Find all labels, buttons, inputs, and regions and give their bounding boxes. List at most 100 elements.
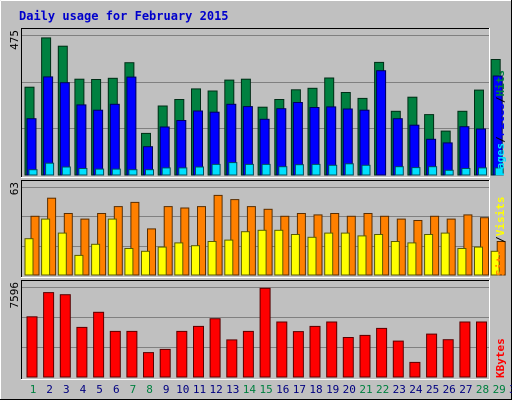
sites-bar bbox=[230, 199, 240, 276]
kbytes-bar bbox=[392, 340, 404, 378]
side-label-files: Files bbox=[494, 103, 507, 136]
pages-bar bbox=[361, 164, 371, 176]
files-bar bbox=[109, 103, 120, 176]
side-label-visits: Visits bbox=[494, 197, 507, 237]
kbytes-bar bbox=[126, 330, 138, 378]
sites-bar bbox=[80, 218, 90, 276]
visits-bar bbox=[490, 250, 500, 276]
sites-bar bbox=[480, 217, 489, 276]
files-bar bbox=[176, 120, 187, 176]
x-tick-label: 25 bbox=[426, 383, 439, 396]
sites-bar bbox=[213, 194, 223, 276]
sites-bar bbox=[180, 207, 190, 276]
visits-bar bbox=[240, 231, 250, 276]
pages-bar bbox=[228, 162, 238, 176]
side-label-separator: / bbox=[494, 236, 507, 243]
visits-bar bbox=[340, 232, 350, 276]
pages-bar bbox=[95, 168, 105, 176]
y-max-label-middle: 63 bbox=[8, 182, 21, 195]
visits-bar bbox=[440, 232, 450, 276]
x-tick-label: 2 bbox=[46, 383, 53, 396]
x-tick-label: 5 bbox=[96, 383, 103, 396]
files-bar bbox=[26, 118, 37, 176]
kbytes-bar bbox=[276, 321, 288, 378]
kbytes-bar bbox=[193, 325, 204, 378]
sites-bar bbox=[197, 206, 206, 276]
visits-bar bbox=[224, 239, 234, 276]
visits-bar bbox=[274, 229, 284, 276]
x-tick-label: 29 bbox=[493, 383, 506, 396]
visits-bar bbox=[157, 246, 167, 276]
side-label-hits: Hits bbox=[494, 70, 507, 97]
side-label-separator: / bbox=[494, 136, 507, 143]
side-label-separator: / bbox=[494, 96, 507, 103]
files-bar bbox=[292, 102, 303, 176]
visits-bar bbox=[257, 229, 267, 276]
x-tick-label: 12 bbox=[209, 383, 222, 396]
kbytes-bar bbox=[59, 294, 71, 378]
side-label-pages: Pages bbox=[494, 143, 507, 176]
x-tick-label: 15 bbox=[259, 383, 272, 396]
visits-bar bbox=[457, 248, 467, 276]
pages-bar bbox=[494, 167, 504, 176]
kbytes-bar bbox=[259, 287, 271, 378]
kbytes-bar bbox=[43, 292, 55, 378]
visits-bar bbox=[174, 242, 184, 276]
visits-bar bbox=[324, 232, 334, 276]
panel-bottom: 7596 KBytes bbox=[8, 280, 507, 380]
x-tick-label: 26 bbox=[443, 383, 456, 396]
kbytes-bar bbox=[309, 325, 321, 378]
kbytes-bar bbox=[476, 321, 487, 378]
visits-bar bbox=[107, 218, 117, 276]
kbytes-bar bbox=[342, 337, 354, 378]
x-tick-label: 14 bbox=[243, 383, 257, 396]
x-tick-label: 30 bbox=[509, 383, 512, 396]
visits-bar bbox=[124, 248, 134, 276]
files-bar bbox=[276, 108, 287, 176]
files-bar bbox=[43, 76, 54, 176]
visits-bar bbox=[374, 234, 384, 276]
files-bar bbox=[59, 82, 70, 176]
x-tick-label: 1 bbox=[30, 383, 37, 396]
files-bar bbox=[326, 106, 337, 176]
side-label-top: Pages/Files/Hits bbox=[494, 70, 507, 176]
pages-bar bbox=[28, 169, 38, 176]
x-tick-label: 6 bbox=[113, 383, 120, 396]
visits-bar bbox=[24, 238, 34, 276]
kbytes-bar bbox=[242, 330, 254, 378]
files-bar bbox=[193, 110, 203, 176]
visits-bar bbox=[424, 234, 434, 276]
pages-bar bbox=[211, 163, 221, 176]
kbytes-bar bbox=[292, 331, 304, 378]
x-axis-labels: 1 2 3 4 5 6 7 8 9 10 11 12 13 14 15 16 17 18 19 20 21 22 23 24 2… bbox=[30, 383, 512, 396]
pages-bar bbox=[145, 169, 154, 176]
pages-bar bbox=[478, 167, 487, 176]
x-tick-label: 28 bbox=[476, 383, 489, 396]
visits-bar bbox=[141, 250, 150, 276]
files-bar bbox=[93, 109, 104, 176]
visits-bar bbox=[474, 246, 483, 276]
pages-bar bbox=[128, 169, 138, 176]
side-label-kbytes: KBytes bbox=[494, 338, 507, 378]
pages-bar bbox=[394, 166, 404, 176]
kbytes-bar bbox=[143, 352, 154, 378]
panel-middle: 63 Sites/Visits bbox=[8, 180, 507, 278]
x-tick-label: 8 bbox=[146, 383, 153, 396]
kbytes-bar bbox=[26, 316, 38, 378]
visits-bar bbox=[74, 254, 84, 276]
pages-bar bbox=[328, 164, 338, 176]
x-tick-label: 17 bbox=[293, 383, 306, 396]
sites-bar bbox=[163, 206, 173, 276]
x-tick-label: 9 bbox=[163, 383, 170, 396]
x-tick-label: 24 bbox=[409, 383, 423, 396]
x-tick-label: 22 bbox=[376, 383, 389, 396]
chart-panels: 475Pages/Files/Hits63Sites/Visits7596KBy… bbox=[8, 28, 507, 380]
pages-bar bbox=[61, 166, 71, 176]
pages-bar bbox=[278, 166, 288, 176]
x-tick-label: 4 bbox=[80, 383, 87, 396]
visits-bar bbox=[390, 241, 400, 276]
visits-bar bbox=[307, 236, 317, 276]
y-max-label-bottom: 7596 bbox=[8, 282, 21, 309]
pages-bar bbox=[294, 164, 304, 176]
visits-bar bbox=[407, 242, 417, 276]
